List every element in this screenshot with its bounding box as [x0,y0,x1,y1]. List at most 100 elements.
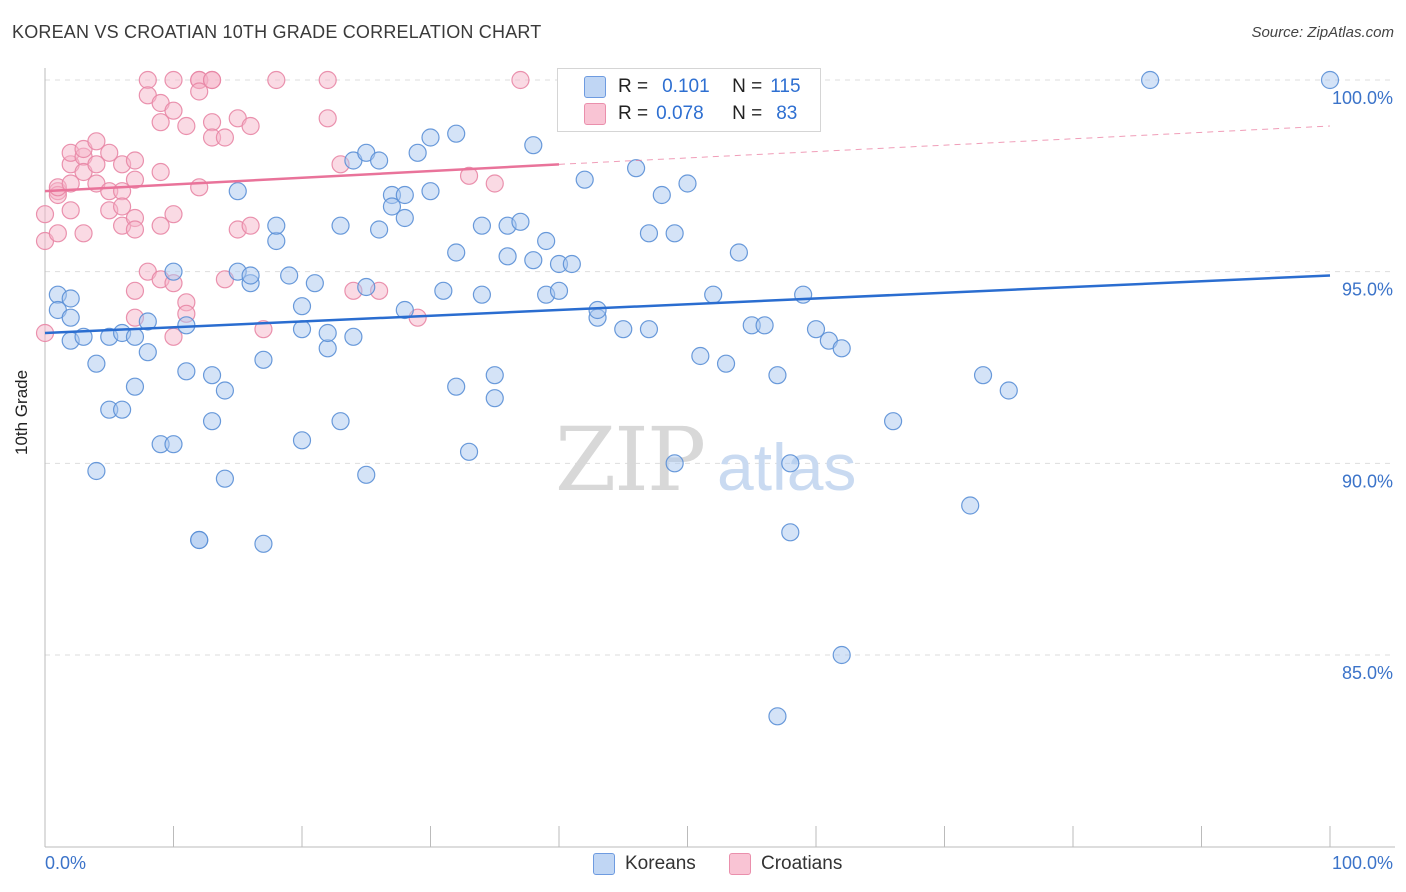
croatians-point [87,132,106,151]
croatians-point [112,197,132,216]
stats-legend: R = 0.101 N = 115 R = 0.078 N = 83 [557,68,821,132]
croatians-point [151,216,170,235]
koreans-point [459,442,479,461]
croatians-point [190,82,209,101]
koreans-point [138,312,157,331]
legend-croatians: Croatians [729,851,842,877]
koreans-point [267,216,286,235]
koreans-point [626,159,646,178]
croatians-point [190,178,209,197]
croatians-point [459,166,479,185]
koreans-point [370,220,389,239]
croatians-point [87,155,106,174]
x-tick-label: 0.0% [45,853,86,873]
koreans-legend-label: Koreans [625,853,696,874]
croatians-point [138,70,157,90]
croatians-point [61,201,80,220]
koreans-point [832,339,851,358]
koreans-point [395,185,414,205]
koreans-point [292,320,312,339]
koreans-point [665,224,684,243]
koreans-point [524,136,543,155]
koreans-point [254,534,273,553]
koreans-point [678,174,697,193]
croatians-point [125,170,145,189]
croatians-legend-label: Croatians [761,853,843,874]
koreans-point [138,343,157,362]
croatians-trend-extension [558,125,1331,165]
koreans-point [524,251,543,270]
koreans-point [781,523,800,542]
koreans-point [832,645,851,665]
koreans-point [537,231,556,251]
koreans-point [357,465,376,484]
croatians-point [61,174,80,193]
croatians-point [202,113,222,132]
koreans-point [395,300,414,320]
koreans-point [588,300,607,320]
croatians-point [100,143,119,162]
koreans-point [961,496,980,515]
koreans-point [485,366,504,385]
koreans-point [498,247,517,266]
croatians-trend-line [44,163,560,193]
koreans-point [408,143,427,162]
croatians-point [254,320,273,339]
croatians-swatch [584,103,606,125]
koreans-point [794,285,813,304]
koreans-point [755,316,774,335]
koreans-point [768,366,787,385]
koreans-point [202,412,222,431]
chart-title: KOREAN VS CROATIAN 10TH GRADE CORRELATIO… [12,22,542,42]
croatians-point [164,101,183,120]
koreans-point [61,308,80,327]
watermark: ZIP atlas [555,408,856,511]
koreans-point [447,243,466,262]
croatians-point [485,174,504,193]
koreans-point [472,285,491,304]
koreans-point [357,277,376,297]
koreans-legend-swatch [593,853,615,875]
koreans-point [768,707,787,726]
koreans-point [562,254,581,274]
koreans-point [485,389,504,408]
y-tick-label: 90.0% [1342,471,1393,491]
croatians-points [35,70,530,346]
koreans-point [344,327,363,346]
koreans-point [575,170,594,189]
croatians-point [241,216,260,235]
y-tick-label: 95.0% [1342,280,1393,300]
koreans-point [228,182,247,201]
koreans-point [125,327,145,346]
koreans-point [87,461,106,481]
y-tick-label: 100.0% [1332,88,1393,108]
trend-lines [44,125,1331,335]
source-credit: Source: ZipAtlas.com [1251,24,1394,41]
koreans-point [511,212,530,231]
koreans-point [549,281,569,300]
koreans-point [254,350,273,369]
koreans-point [704,285,723,304]
croatians-point [202,70,222,90]
legend-n-label: N = [732,103,763,124]
koreans-point [1320,70,1340,90]
legend-r-value: 0.078 [656,103,704,124]
koreans-points [48,70,1340,726]
koreans-point [614,320,633,339]
croatians-point [215,128,234,147]
y-tick-label: 85.0% [1342,663,1393,683]
koreans-point [280,266,299,285]
x-tick-label: 100.0% [1332,853,1393,873]
koreans-point [716,354,736,373]
croatians-point [511,70,530,90]
legend-koreans: Koreans [593,851,696,877]
croatians-point [74,224,93,243]
koreans-point [395,208,414,228]
koreans-point [883,412,903,431]
koreans-point [639,224,659,243]
koreans-swatch [584,76,606,98]
croatians-point [267,70,286,90]
legend-row-koreans: R = 0.101 N = 115 [584,76,801,98]
koreans-point [292,431,312,450]
croatians-point [151,113,170,132]
